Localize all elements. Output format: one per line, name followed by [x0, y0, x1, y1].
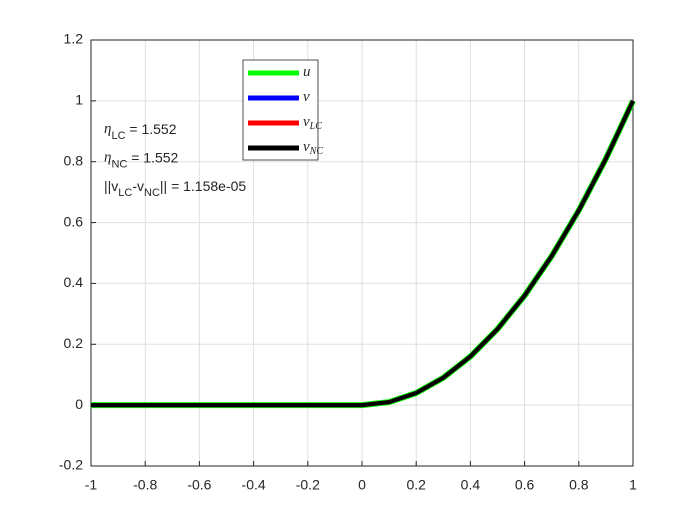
- y-tick-label: 0.6: [64, 213, 84, 229]
- text-part: ||v: [104, 178, 118, 194]
- series-line: [91, 100, 635, 408]
- x-tick-label: 0.4: [461, 477, 481, 493]
- x-tick-label: 0: [358, 477, 366, 493]
- text-part: LC: [111, 130, 125, 142]
- x-tick-label: -0.2: [296, 477, 320, 493]
- text-part: v: [303, 139, 310, 155]
- annotation: ηLC = 1.552: [104, 121, 177, 142]
- text-part: u: [303, 64, 311, 80]
- x-tick-label: 0.6: [515, 477, 535, 493]
- legend-box: [242, 59, 319, 161]
- x-tick-label: -0.8: [133, 477, 157, 493]
- axes-box: [90, 39, 634, 467]
- text-part: || = 1.158e-05: [160, 178, 246, 194]
- y-tick-label: -0.2: [59, 457, 83, 473]
- text-part: NC: [144, 187, 160, 199]
- legend-label: vLC: [303, 114, 322, 132]
- x-tick-label: 1: [629, 477, 637, 493]
- x-tick-label: 0.2: [406, 477, 426, 493]
- x-tick-label: -1: [85, 477, 98, 493]
- y-tick-label: 1: [75, 92, 83, 108]
- legend-label: u: [303, 64, 311, 80]
- y-tick-label: 0: [75, 396, 83, 412]
- text-part: LC: [118, 187, 132, 199]
- annotation: ||vLC-vNC|| = 1.158e-05: [104, 178, 246, 199]
- x-tick-label: -0.6: [187, 477, 211, 493]
- text-part: NC: [309, 146, 324, 157]
- text-part: -v: [132, 178, 144, 194]
- text-part: v: [303, 89, 310, 105]
- y-tick-label: 0.4: [64, 274, 84, 290]
- x-tick-label: 0.8: [569, 477, 589, 493]
- y-tick-label: 1.2: [64, 31, 84, 47]
- text-part: LC: [309, 121, 323, 132]
- annotation: ηNC = 1.552: [104, 149, 179, 170]
- y-tick-label: 0.8: [64, 152, 84, 168]
- text-part: = 1.552: [126, 121, 177, 137]
- legend-label: vNC: [303, 139, 323, 157]
- text-part: = 1.552: [127, 149, 178, 165]
- x-tick-label: -0.4: [242, 477, 266, 493]
- legend-label: v: [303, 89, 310, 105]
- text-part: η: [104, 150, 111, 166]
- text-part: NC: [111, 158, 127, 170]
- text-part: v: [303, 114, 310, 130]
- text-part: η: [104, 121, 111, 137]
- y-tick-label: 0.2: [64, 335, 84, 351]
